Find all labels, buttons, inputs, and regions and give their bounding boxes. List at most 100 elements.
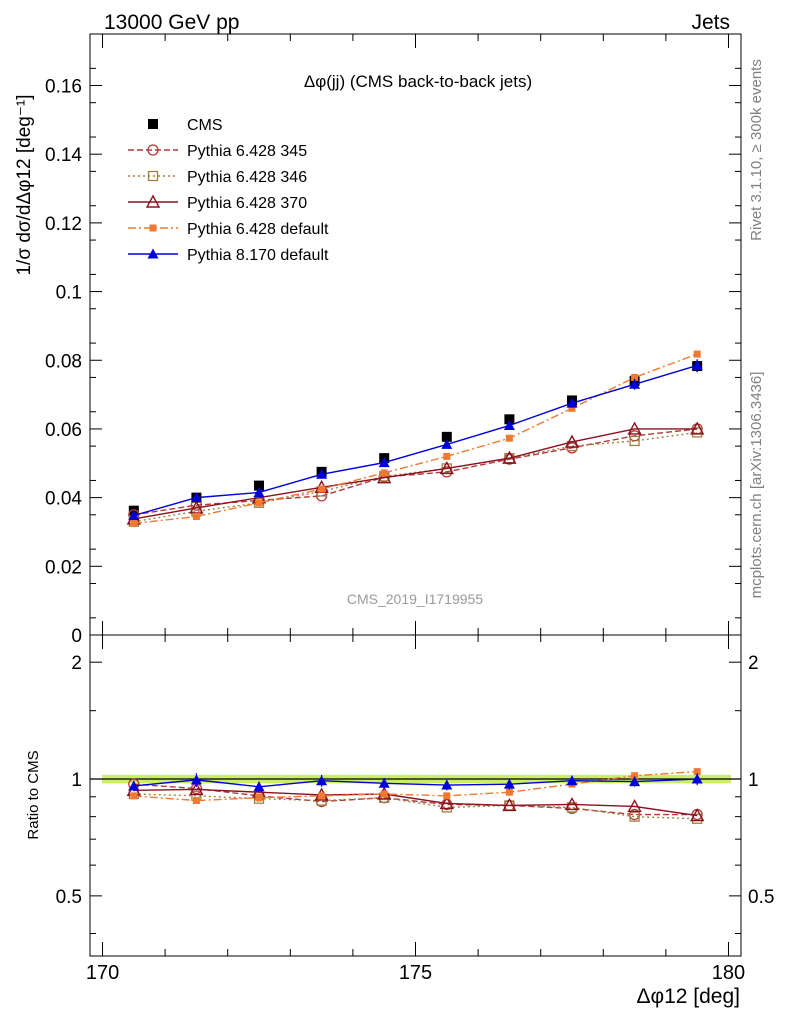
main-plot-title: Δφ(jj) (CMS back-to-back jets) bbox=[304, 72, 532, 91]
y-tick-label: 0.1 bbox=[56, 283, 82, 304]
data-point bbox=[566, 397, 578, 408]
series-line bbox=[133, 353, 698, 525]
ratio-series-line bbox=[133, 778, 698, 788]
data-point bbox=[316, 468, 328, 479]
ratio-data-point bbox=[190, 774, 202, 785]
ratio-plot-area: 0.5 0.5 1 1 2 2 170 175 180 bbox=[56, 635, 774, 984]
data-point bbox=[441, 438, 453, 449]
x-axis-label: Δφ12 [deg] bbox=[636, 985, 740, 1008]
ratio-data-point bbox=[316, 775, 328, 786]
ratio-data-point bbox=[253, 781, 265, 792]
data-point bbox=[377, 470, 392, 484]
legend-marker bbox=[149, 224, 157, 232]
legend-label: Pythia 6.428 346 bbox=[187, 169, 307, 186]
data-point bbox=[502, 450, 517, 464]
y-tick-label: 0 bbox=[71, 626, 82, 647]
data-point bbox=[254, 480, 265, 491]
legend-label: CMS bbox=[187, 117, 223, 134]
data-point bbox=[504, 414, 515, 425]
y-tick-label: 0.02 bbox=[45, 557, 82, 578]
data-point bbox=[189, 500, 204, 514]
ratio-data-point bbox=[318, 792, 326, 800]
ratio-data-point bbox=[128, 780, 140, 791]
ratio-data-point bbox=[192, 797, 200, 805]
data-point bbox=[631, 373, 639, 381]
ratio-data-point bbox=[443, 792, 451, 800]
series-line bbox=[133, 428, 698, 520]
data-point bbox=[628, 430, 641, 442]
data-point bbox=[505, 434, 513, 442]
legend-label: Pythia 6.428 default bbox=[187, 221, 329, 238]
y-tick-label: 0.04 bbox=[45, 489, 82, 510]
series-line bbox=[133, 431, 698, 523]
ratio-y-axis-label: Ratio to CMS bbox=[25, 750, 42, 839]
data-point bbox=[564, 434, 580, 448]
data-point bbox=[318, 485, 326, 493]
ratio-data-point bbox=[189, 781, 204, 796]
ratio-data-point bbox=[631, 772, 639, 780]
data-point bbox=[439, 460, 454, 475]
data-point bbox=[441, 431, 452, 442]
ratio-y-tick-label-right: 2 bbox=[748, 653, 759, 674]
y-tick-label: 0.14 bbox=[45, 145, 82, 166]
legend-marker bbox=[145, 194, 161, 208]
legend: CMS Pythia 6.428 345 Pythia 6.428 346 Pythi… bbox=[128, 117, 329, 264]
mcplots-credit-label: mcplots.cern.ch [arXiv:1306.3436] bbox=[748, 372, 765, 599]
series-2 bbox=[128, 427, 703, 527]
ratio-data-point bbox=[503, 778, 515, 789]
rivet-version-label: Rivet 3.1.10, ≥ 300k events bbox=[748, 59, 765, 241]
ratio-data-point bbox=[441, 779, 453, 790]
x-tick-label: 170 bbox=[86, 962, 119, 984]
ratio-data-point bbox=[130, 792, 138, 800]
series-line bbox=[133, 364, 698, 517]
data-point bbox=[568, 404, 576, 412]
data-point bbox=[629, 435, 640, 447]
data-point bbox=[192, 513, 200, 521]
x-tick-label: 175 bbox=[399, 962, 432, 984]
ratio-series-line bbox=[133, 793, 698, 820]
x-tick-label: 180 bbox=[712, 962, 745, 984]
data-point bbox=[443, 452, 451, 460]
ratio-y-tick-label: 2 bbox=[71, 653, 82, 674]
process-label: Jets bbox=[691, 11, 730, 34]
data-point bbox=[691, 359, 703, 370]
data-point bbox=[253, 486, 265, 497]
ratio-data-point bbox=[378, 777, 390, 788]
ratio-data-point bbox=[690, 808, 705, 822]
data-point bbox=[693, 350, 701, 358]
ratio-data-point bbox=[629, 776, 641, 787]
data-point bbox=[629, 378, 641, 389]
analysis-watermark: CMS_2019_I1719955 bbox=[347, 591, 483, 607]
ratio-y-tick-label: 0.5 bbox=[56, 887, 82, 908]
ratio-data-point bbox=[627, 798, 642, 813]
ratio-y-tick-label-right: 1 bbox=[748, 770, 759, 791]
ratio-series-line bbox=[133, 788, 698, 817]
legend-marker bbox=[148, 119, 158, 129]
y-axis-label: 1/σ dσ/dΔφ12 [deg⁻¹] bbox=[14, 94, 35, 275]
ratio-data-point bbox=[502, 797, 517, 812]
ratio-y-tick-label-right: 0.5 bbox=[748, 887, 774, 908]
ratio-series-2 bbox=[126, 781, 705, 822]
legend-marker bbox=[147, 248, 159, 259]
series-5 bbox=[128, 359, 703, 520]
data-point bbox=[627, 421, 642, 435]
legend-label: Pythia 6.428 345 bbox=[187, 143, 307, 160]
data-point bbox=[380, 469, 388, 477]
ratio-data-point bbox=[255, 794, 263, 802]
ratio-data-point bbox=[564, 796, 580, 811]
ratio-series-3 bbox=[130, 768, 701, 805]
legend-label: Pythia 8.170 default bbox=[187, 247, 329, 264]
y-tick-label: 0.06 bbox=[45, 420, 82, 441]
ratio-data-point bbox=[505, 788, 513, 796]
ratio-plot-frame bbox=[89, 634, 742, 957]
ratio-data-point bbox=[629, 811, 640, 822]
ratio-data-point bbox=[693, 768, 701, 776]
data-point bbox=[378, 457, 390, 468]
ratio-data-point bbox=[566, 775, 578, 786]
legend-label: Pythia 6.428 370 bbox=[187, 195, 307, 212]
ratio-series-4 bbox=[128, 773, 703, 793]
ratio-series-line bbox=[133, 770, 698, 802]
data-point bbox=[255, 499, 263, 507]
y-tick-label: 0.08 bbox=[45, 351, 82, 372]
